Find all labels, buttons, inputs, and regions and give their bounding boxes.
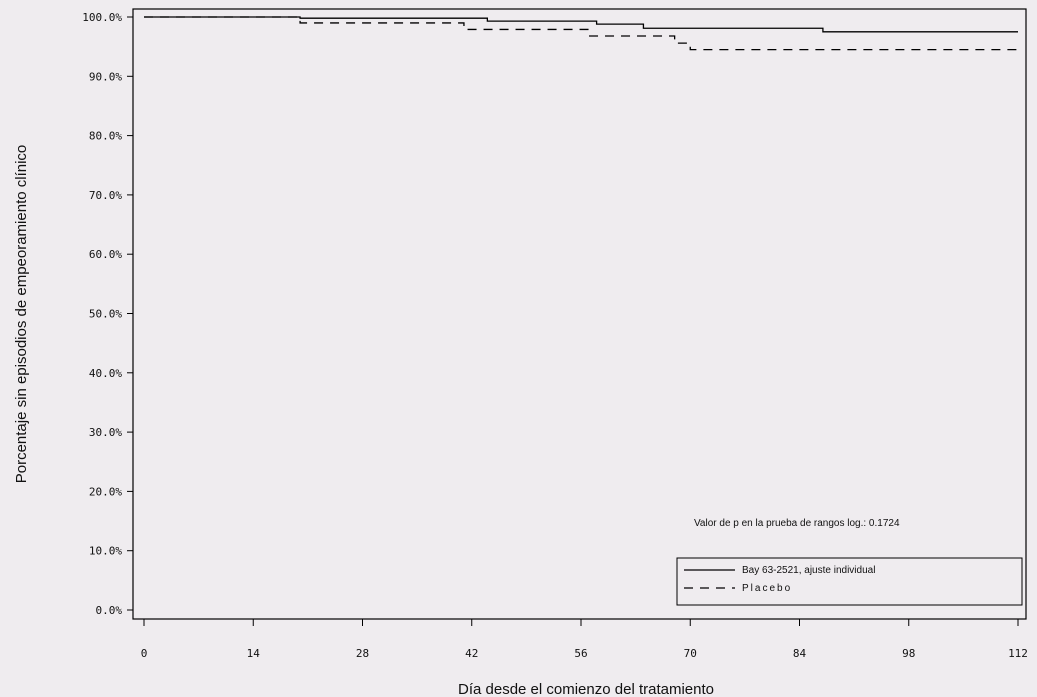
y-tick-label: 40.0% bbox=[89, 367, 122, 380]
x-tick-label: 42 bbox=[465, 647, 478, 660]
y-tick-label: 60.0% bbox=[89, 248, 122, 261]
x-tick-label: 0 bbox=[141, 647, 148, 660]
x-tick-label: 28 bbox=[356, 647, 369, 660]
y-tick-label: 70.0% bbox=[89, 189, 122, 202]
series-line-bay bbox=[144, 16, 1018, 33]
legend-box bbox=[676, 557, 1023, 606]
x-tick-label: 84 bbox=[793, 647, 807, 660]
series-line-placebo bbox=[144, 16, 1018, 51]
y-tick-label: 0.0% bbox=[96, 604, 123, 617]
p-value-annotation: Valor de p en la prueba de rangos log.: … bbox=[694, 518, 900, 529]
x-tick-label: 112 bbox=[1008, 647, 1028, 660]
series-layer bbox=[144, 16, 1018, 51]
x-tick-label: 14 bbox=[247, 647, 261, 660]
x-tick-label: 98 bbox=[902, 647, 915, 660]
y-tick-label: 100.0% bbox=[82, 11, 122, 24]
y-tick-label: 10.0% bbox=[89, 545, 122, 558]
y-tick-label: 90.0% bbox=[89, 70, 122, 83]
x-tick-label: 56 bbox=[574, 647, 587, 660]
y-tick-label: 30.0% bbox=[89, 426, 122, 439]
y-tick-label: 20.0% bbox=[89, 485, 122, 498]
legend-label-placebo: Placebo bbox=[742, 583, 792, 594]
x-tick-label: 70 bbox=[684, 647, 697, 660]
y-tick-label: 80.0% bbox=[89, 130, 122, 143]
x-axis-title: Día desde el comienzo del tratamiento bbox=[458, 681, 714, 697]
legend: Bay 63-2521, ajuste individual Placebo bbox=[676, 557, 1023, 606]
y-axis: 0.0% 10.0% 20.0% 30.0% 40.0% 50.0% 60.0% 70.0% 8… bbox=[82, 11, 133, 617]
y-tick-label: 50.0% bbox=[89, 308, 122, 321]
legend-label-bay: Bay 63-2521, ajuste individual bbox=[742, 565, 875, 576]
y-axis-title: Porcentaje sin episodios de empeoramient… bbox=[13, 145, 30, 484]
x-axis: 0 14 28 42 56 70 84 98 112 bbox=[141, 619, 1028, 660]
